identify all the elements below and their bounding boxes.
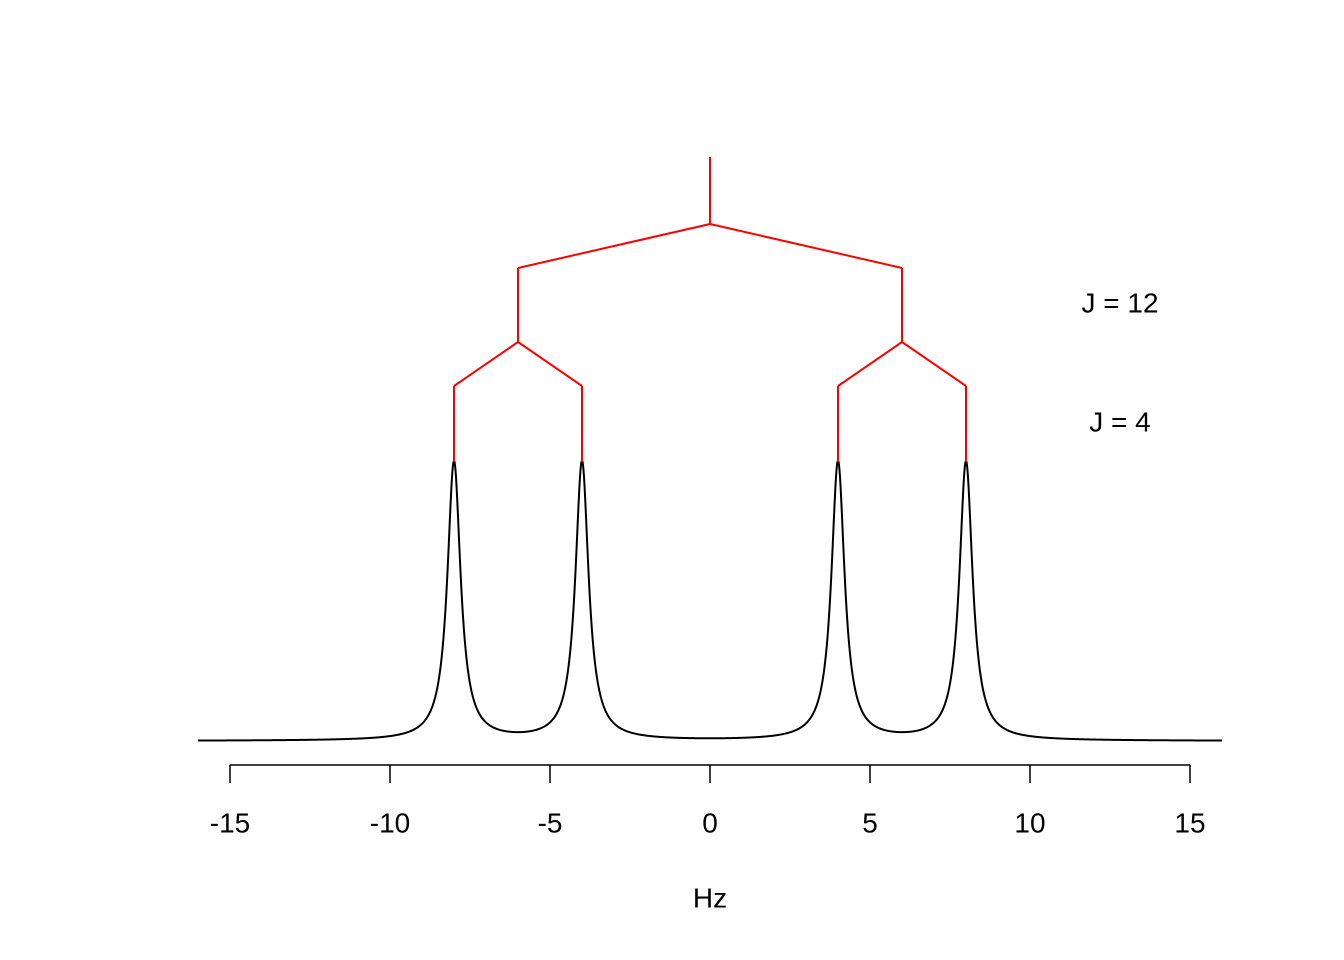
tree-branch bbox=[517, 341, 583, 387]
x-tick-label: -10 bbox=[370, 807, 410, 838]
x-tick-label: 0 bbox=[702, 807, 718, 838]
x-tick-label: 5 bbox=[862, 807, 878, 838]
coupling-label: J = 12 bbox=[1081, 287, 1158, 318]
tree-branch bbox=[837, 341, 903, 387]
x-tick-label: 15 bbox=[1174, 807, 1205, 838]
x-tick-label: 10 bbox=[1014, 807, 1045, 838]
tree-branch bbox=[517, 223, 711, 269]
tree-branch bbox=[709, 223, 903, 269]
coupling-label: J = 4 bbox=[1089, 406, 1150, 437]
x-tick-label: -15 bbox=[210, 807, 250, 838]
x-tick-label: -5 bbox=[538, 807, 563, 838]
spectrum-line bbox=[198, 458, 1222, 742]
tree-branch bbox=[453, 341, 519, 387]
x-axis-label: Hz bbox=[693, 882, 727, 913]
tree-branch bbox=[901, 341, 967, 387]
